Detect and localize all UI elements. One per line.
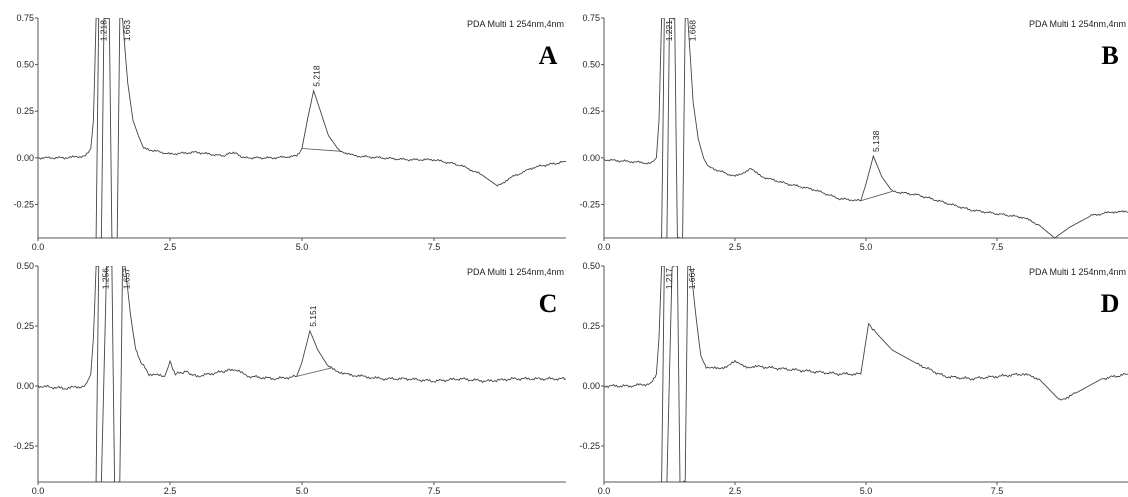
series-line xyxy=(38,266,566,482)
y-tick-label: 0.25 xyxy=(582,106,600,116)
series-line xyxy=(38,18,566,238)
detector-label: PDA Multi 1 254nm,4nm xyxy=(467,19,564,29)
x-tick-label: 7.5 xyxy=(991,486,1004,496)
panel-letter: C xyxy=(539,289,558,318)
y-tick-label: -0.25 xyxy=(13,441,34,451)
peak-retention-label: 5.138 xyxy=(871,130,881,152)
panel-letter: A xyxy=(539,41,558,70)
y-tick-label: 0.25 xyxy=(582,321,600,331)
detector-label: PDA Multi 1 254nm,4nm xyxy=(1029,19,1126,29)
y-tick-label: 0.50 xyxy=(16,261,34,271)
y-tick-label: 0.75 xyxy=(16,13,34,23)
detector-label: PDA Multi 1 254nm,4nm xyxy=(1029,267,1126,277)
y-tick-label: 0.50 xyxy=(16,60,34,70)
peak-retention-label: 5.151 xyxy=(308,305,318,327)
peak-retention-label: 1.218 xyxy=(98,20,108,42)
x-tick-label: 5.0 xyxy=(860,242,873,252)
x-tick-label: 0.0 xyxy=(32,242,45,252)
x-tick-label: 2.5 xyxy=(164,242,177,252)
series-line xyxy=(604,266,1128,482)
chart-panel: 0.50 0.25 0.00 -0.25 0.0 2.5 5.0 7.5 1.217 1.664 P… xyxy=(579,261,1128,496)
chart-panel: 0.75 0.50 0.25 0.00 -0.25 0.0 2.5 5.0 7.5 1.221 1.… xyxy=(579,13,1128,252)
panel-letter: D xyxy=(1101,289,1120,318)
x-tick-label: 5.0 xyxy=(296,242,309,252)
x-tick-label: 7.5 xyxy=(428,242,441,252)
x-tick-label: 0.0 xyxy=(598,486,611,496)
chart-panel: 0.50 0.25 0.00 -0.25 0.0 2.5 5.0 7.5 1.256 1.657 5… xyxy=(13,261,566,496)
y-tick-label: -0.25 xyxy=(13,199,34,209)
peak-retention-label: 1.663 xyxy=(122,20,132,42)
x-tick-label: 7.5 xyxy=(991,242,1004,252)
x-tick-label: 5.0 xyxy=(860,486,873,496)
peak-retention-label: 1.668 xyxy=(687,20,697,42)
y-tick-label: 0.00 xyxy=(16,153,34,163)
peak-retention-label: 1.256 xyxy=(100,268,110,290)
y-tick-label: 0.75 xyxy=(582,13,600,23)
x-tick-label: 0.0 xyxy=(32,486,45,496)
y-tick-label: 0.00 xyxy=(16,381,34,391)
y-tick-label: 0.50 xyxy=(582,60,600,70)
y-tick-label: 0.00 xyxy=(582,153,600,163)
y-tick-label: 0.25 xyxy=(16,106,34,116)
peak-baseline xyxy=(860,191,893,202)
peak-retention-label: 1.221 xyxy=(664,20,674,42)
x-tick-label: 2.5 xyxy=(729,242,742,252)
y-tick-label: 0.50 xyxy=(582,261,600,271)
x-tick-label: 2.5 xyxy=(729,486,742,496)
series-line xyxy=(604,18,1128,238)
x-tick-label: 5.0 xyxy=(296,486,309,496)
peak-retention-label: 1.657 xyxy=(121,268,131,290)
y-tick-label: -0.25 xyxy=(579,199,600,209)
y-tick-label: 0.25 xyxy=(16,321,34,331)
chart-panel: 0.75 0.50 0.25 0.00 -0.25 0.0 2.5 5.0 7.5 1.218 1.… xyxy=(13,13,566,252)
peak-retention-label: 1.664 xyxy=(687,268,697,290)
y-tick-label: 0.00 xyxy=(582,381,600,391)
panel-letter: B xyxy=(1101,41,1118,70)
peak-baseline xyxy=(301,148,342,152)
x-tick-label: 0.0 xyxy=(598,242,611,252)
peak-baseline xyxy=(296,367,332,377)
x-tick-label: 7.5 xyxy=(428,486,441,496)
peak-retention-label: 5.218 xyxy=(312,65,322,87)
y-tick-label: -0.25 xyxy=(579,441,600,451)
detector-label: PDA Multi 1 254nm,4nm xyxy=(467,267,564,277)
x-tick-label: 2.5 xyxy=(164,486,177,496)
peak-retention-label: 1.217 xyxy=(664,268,674,290)
